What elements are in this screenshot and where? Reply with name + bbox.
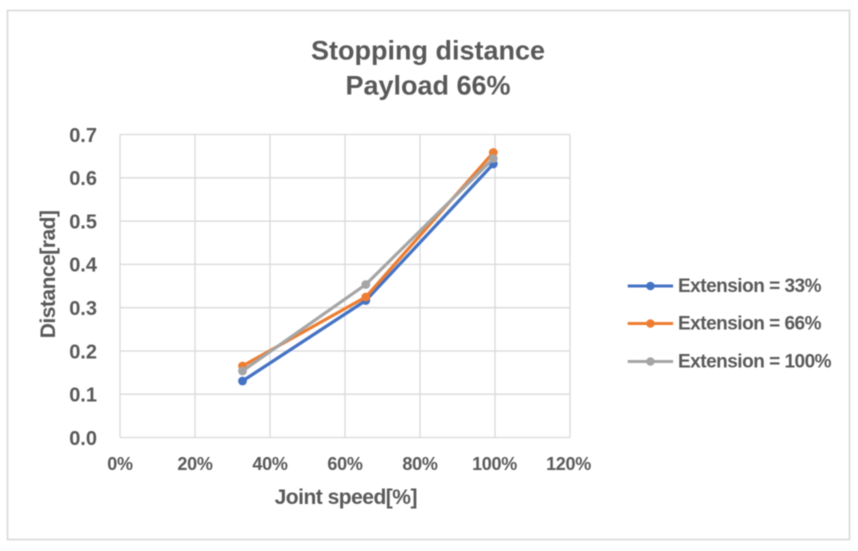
svg-text:120%: 120% — [546, 454, 591, 474]
svg-text:0.5: 0.5 — [69, 211, 97, 233]
svg-text:Extension = 33%: Extension = 33% — [678, 276, 822, 297]
svg-text:80%: 80% — [402, 454, 437, 474]
svg-text:0.4: 0.4 — [69, 255, 98, 277]
svg-text:0.3: 0.3 — [69, 298, 97, 320]
svg-text:20%: 20% — [177, 454, 212, 474]
svg-text:0.2: 0.2 — [69, 341, 97, 363]
svg-text:Joint speed[%]: Joint speed[%] — [275, 486, 417, 509]
svg-text:0.7: 0.7 — [69, 125, 97, 147]
svg-text:100%: 100% — [472, 454, 517, 474]
svg-text:0.6: 0.6 — [69, 168, 97, 190]
svg-text:0.0: 0.0 — [69, 428, 97, 450]
svg-text:Distance[rad]: Distance[rad] — [37, 211, 60, 339]
svg-text:60%: 60% — [327, 454, 362, 474]
svg-text:Payload 66%: Payload 66% — [345, 71, 510, 101]
svg-text:0.1: 0.1 — [69, 385, 97, 407]
svg-text:Extension = 66%: Extension = 66% — [678, 314, 822, 335]
svg-text:Stopping distance: Stopping distance — [311, 36, 545, 66]
svg-text:40%: 40% — [252, 454, 287, 474]
svg-text:Extension = 100%: Extension = 100% — [678, 352, 832, 373]
svg-text:0%: 0% — [107, 454, 133, 474]
